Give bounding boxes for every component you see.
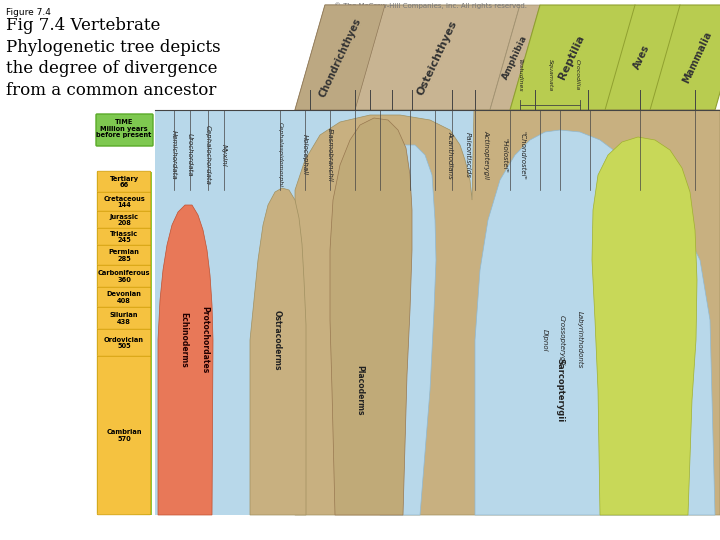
Polygon shape xyxy=(97,246,152,266)
Text: Acanthodians: Acanthodians xyxy=(447,131,453,179)
Text: Cretaceous
144: Cretaceous 144 xyxy=(103,195,145,208)
Polygon shape xyxy=(97,330,152,357)
Polygon shape xyxy=(250,188,306,515)
Text: Protochordates: Protochordates xyxy=(200,306,210,374)
Text: Hemichordata: Hemichordata xyxy=(171,130,177,180)
FancyBboxPatch shape xyxy=(97,287,150,308)
Text: Echinoderms: Echinoderms xyxy=(179,312,189,368)
Text: Cephalochordata: Cephalochordata xyxy=(205,125,211,185)
Text: Fig 7.4 Vertebrate
Phylogenetic tree depicts
the degree of divergence
from a com: Fig 7.4 Vertebrate Phylogenetic tree dep… xyxy=(6,17,220,99)
FancyBboxPatch shape xyxy=(97,307,150,330)
Text: Placoderms: Placoderms xyxy=(356,364,364,415)
Polygon shape xyxy=(370,145,436,515)
FancyBboxPatch shape xyxy=(97,265,150,288)
Text: Ostracoderms: Ostracoderms xyxy=(272,310,282,370)
Polygon shape xyxy=(97,172,152,193)
FancyBboxPatch shape xyxy=(97,211,150,229)
Polygon shape xyxy=(592,137,697,515)
Text: Paleontiscids: Paleontiscids xyxy=(465,132,471,178)
Text: "Chondrostei": "Chondrostei" xyxy=(519,131,525,179)
FancyBboxPatch shape xyxy=(97,171,150,193)
Text: Myxini: Myxini xyxy=(221,144,227,166)
Text: Dipnoi: Dipnoi xyxy=(542,329,548,352)
Text: Mammalia: Mammalia xyxy=(680,30,714,85)
Text: Permian
285: Permian 285 xyxy=(109,249,140,262)
Polygon shape xyxy=(97,357,152,515)
Polygon shape xyxy=(295,5,520,110)
Text: Synapsids: Synapsids xyxy=(677,322,683,358)
FancyBboxPatch shape xyxy=(97,228,150,246)
Text: Crossopterygii: Crossopterygii xyxy=(559,315,565,365)
Text: Diapsids: Diapsids xyxy=(617,325,623,355)
Text: Holocephali: Holocephali xyxy=(302,134,308,176)
Text: Osteichthyes: Osteichthyes xyxy=(415,18,459,97)
Text: Amphibia: Amphibia xyxy=(501,34,529,81)
Text: Actinopterygii: Actinopterygii xyxy=(483,131,489,180)
Text: Jurassic
208: Jurassic 208 xyxy=(109,214,138,226)
Polygon shape xyxy=(97,212,152,229)
FancyBboxPatch shape xyxy=(97,245,150,266)
Polygon shape xyxy=(158,205,213,515)
Text: Urochordata: Urochordata xyxy=(187,133,193,177)
FancyBboxPatch shape xyxy=(97,356,150,515)
Text: Aves: Aves xyxy=(632,44,652,71)
Polygon shape xyxy=(295,5,385,110)
Polygon shape xyxy=(475,130,715,515)
Polygon shape xyxy=(97,229,152,246)
Polygon shape xyxy=(155,110,720,515)
Text: Squamata: Squamata xyxy=(547,59,552,91)
Polygon shape xyxy=(510,5,720,110)
Polygon shape xyxy=(97,193,152,212)
Text: Elasmobranchii: Elasmobranchii xyxy=(327,128,333,182)
Text: Testudines: Testudines xyxy=(518,58,523,92)
FancyBboxPatch shape xyxy=(97,192,150,212)
Polygon shape xyxy=(490,5,540,110)
Text: Carboniferous
360: Carboniferous 360 xyxy=(98,270,150,283)
Text: Teleostei: Teleostei xyxy=(357,140,363,171)
Polygon shape xyxy=(97,308,152,330)
Text: Anapsids: Anapsids xyxy=(597,324,603,356)
Polygon shape xyxy=(97,288,152,308)
FancyBboxPatch shape xyxy=(96,114,153,146)
Polygon shape xyxy=(295,110,720,515)
Text: Cambrian
570: Cambrian 570 xyxy=(107,429,142,442)
Polygon shape xyxy=(97,266,152,288)
Text: Chondrichthyes: Chondrichthyes xyxy=(318,16,363,99)
Text: Reptilia: Reptilia xyxy=(557,33,587,82)
Text: Crocodilia: Crocodilia xyxy=(575,59,580,91)
Text: Figure 7.4: Figure 7.4 xyxy=(6,8,51,17)
Text: Triassic
245: Triassic 245 xyxy=(110,231,138,243)
Text: © The McGraw-Hill Companies, Inc. All rights reserved.: © The McGraw-Hill Companies, Inc. All ri… xyxy=(333,2,526,9)
Text: Ordovician
505: Ordovician 505 xyxy=(104,337,144,349)
FancyBboxPatch shape xyxy=(97,329,150,357)
Text: Tertiary
66: Tertiary 66 xyxy=(109,176,138,188)
Text: TIME
Million years
before present: TIME Million years before present xyxy=(96,119,152,138)
Text: Cephalaspidomorphi: Cephalaspidomorphi xyxy=(277,123,282,187)
Text: "Holostei": "Holostei" xyxy=(501,138,507,172)
Text: Silurian
438: Silurian 438 xyxy=(109,312,138,325)
Text: Sarcopterygii: Sarcopterygii xyxy=(556,358,564,422)
Polygon shape xyxy=(330,118,412,515)
Text: Labyrinthodonts: Labyrinthodonts xyxy=(577,312,583,369)
Text: Devonian
408: Devonian 408 xyxy=(107,291,141,303)
